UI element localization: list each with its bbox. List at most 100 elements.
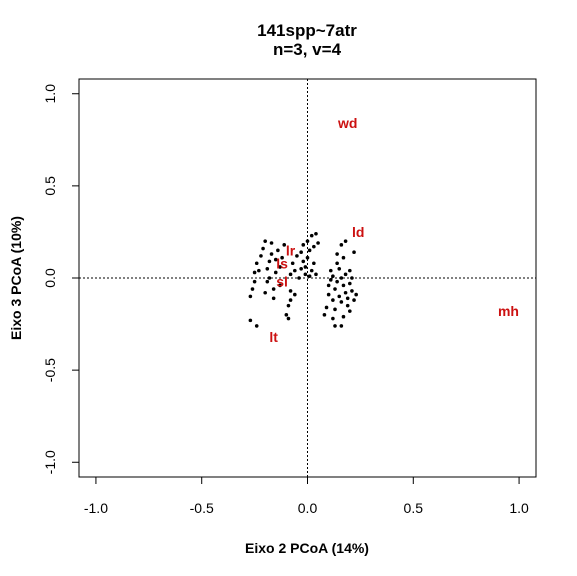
data-point <box>278 283 282 288</box>
data-point <box>305 255 310 260</box>
data-point <box>309 268 314 273</box>
data-point <box>305 239 310 243</box>
data-point <box>350 276 354 280</box>
data-point <box>339 276 344 280</box>
chart-title: 141spp~7atr <box>257 21 357 40</box>
data-point <box>288 289 293 293</box>
data-point <box>331 298 335 302</box>
data-point <box>341 314 346 319</box>
data-point <box>288 298 293 302</box>
data-point <box>259 254 263 258</box>
data-point <box>301 243 306 247</box>
data-point <box>280 255 284 260</box>
data-point <box>269 241 274 245</box>
data-point <box>278 265 282 269</box>
data-point <box>343 272 348 277</box>
data-point <box>248 294 253 299</box>
data-point <box>303 265 308 269</box>
data-point <box>254 261 259 266</box>
data-point <box>352 298 356 302</box>
data-point <box>252 270 257 275</box>
data-point <box>307 274 312 278</box>
data-point <box>348 309 352 313</box>
data-point <box>290 261 295 266</box>
data-point <box>339 324 344 328</box>
data-point <box>348 268 352 273</box>
data-point <box>254 324 259 328</box>
data-point <box>307 248 312 253</box>
data-point <box>263 239 267 243</box>
data-point <box>328 278 333 282</box>
x-tick-label: -1.0 <box>84 500 108 516</box>
variable-label-mh: mh <box>498 303 519 319</box>
data-point <box>341 283 346 288</box>
data-point <box>257 268 261 273</box>
data-point <box>314 231 318 236</box>
data-point <box>348 281 352 286</box>
data-points <box>248 231 358 328</box>
data-point <box>263 290 267 295</box>
data-point <box>333 287 337 291</box>
variable-label-wd: wd <box>337 115 357 131</box>
data-point <box>248 318 253 323</box>
variable-label-lr: lr <box>286 242 296 258</box>
data-point <box>288 272 293 277</box>
data-point <box>267 276 272 280</box>
data-point <box>286 303 291 308</box>
y-tick-label: 0.5 <box>42 176 58 196</box>
data-point <box>316 241 320 245</box>
data-point <box>265 266 270 271</box>
data-point <box>295 254 299 258</box>
data-point <box>273 257 278 262</box>
data-point <box>303 272 308 277</box>
data-point <box>299 250 303 255</box>
data-point <box>282 243 287 247</box>
data-point <box>261 246 265 251</box>
x-tick-label: 1.0 <box>509 500 529 516</box>
data-point <box>337 266 342 271</box>
x-axis: -1.0 -0.5 0.0 0.5 1.0 <box>84 477 529 516</box>
x-axis-label: Eixo 2 PCoA (14%) <box>245 540 369 556</box>
data-point <box>299 266 303 271</box>
data-point <box>286 316 291 321</box>
variable-label-ld: ld <box>352 224 364 240</box>
x-tick-label: -0.5 <box>190 500 214 516</box>
data-point <box>339 243 344 247</box>
data-point <box>271 287 276 291</box>
data-point <box>269 252 274 256</box>
data-point <box>331 274 335 278</box>
variable-label-ls: ls <box>276 255 288 271</box>
data-point <box>337 294 342 299</box>
data-point <box>343 239 348 243</box>
data-point <box>250 287 255 291</box>
data-point <box>339 300 344 304</box>
data-point <box>271 296 276 301</box>
data-point <box>309 233 314 238</box>
data-point <box>301 259 306 264</box>
data-point <box>326 292 331 297</box>
data-point <box>341 255 346 260</box>
data-point <box>322 313 327 317</box>
data-point <box>324 305 329 310</box>
data-point <box>335 261 339 266</box>
data-point <box>331 316 335 321</box>
reference-lines <box>79 79 536 477</box>
data-point <box>314 272 318 277</box>
data-point <box>328 268 333 273</box>
data-point <box>267 259 272 264</box>
data-point <box>350 289 354 293</box>
data-point <box>276 248 280 253</box>
x-tick-label: 0.0 <box>298 500 318 516</box>
chart-subtitle: n=3, v=4 <box>273 40 342 59</box>
data-point <box>343 290 348 295</box>
data-point <box>354 292 358 297</box>
y-tick-label: 0.0 <box>42 268 58 288</box>
y-axis: -1.0 -0.5 0.0 0.5 1.0 <box>42 84 79 474</box>
data-point <box>333 324 337 328</box>
x-tick-label: 0.5 <box>404 500 424 516</box>
variable-label-sl: sl <box>276 274 288 290</box>
data-point <box>284 313 289 317</box>
y-tick-label: 1.0 <box>42 84 58 104</box>
